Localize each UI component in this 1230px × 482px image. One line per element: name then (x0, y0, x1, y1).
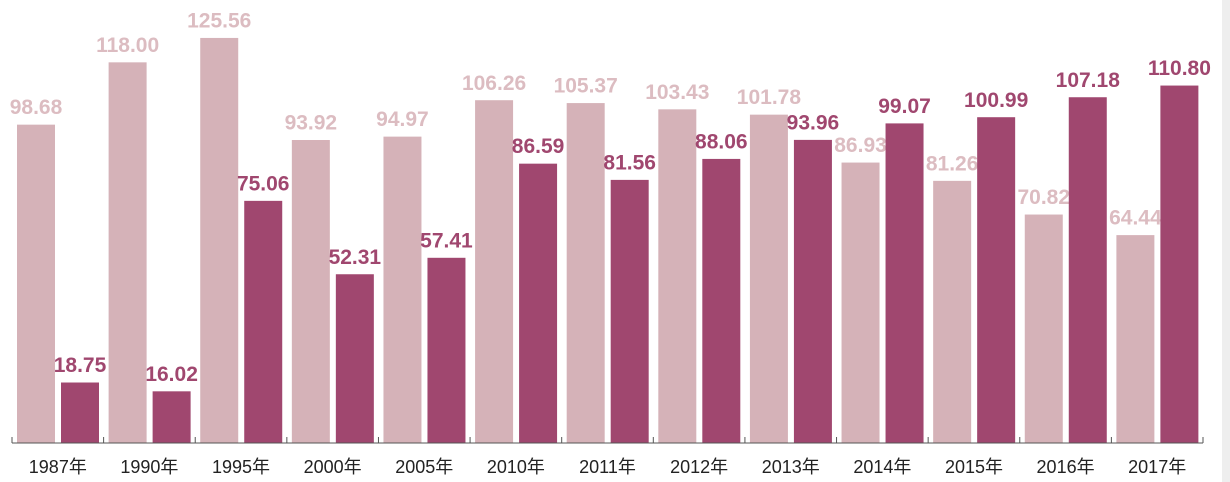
bar (977, 117, 1016, 443)
x-tick-label: 1987年 (29, 457, 87, 477)
value-label: 18.75 (54, 354, 107, 377)
bar (200, 37, 239, 443)
value-label: 52.31 (329, 246, 382, 269)
bar (1116, 235, 1155, 443)
bar (610, 179, 649, 443)
x-tick-label: 2016年 (1037, 457, 1095, 477)
bar (841, 162, 880, 443)
bar (383, 136, 422, 444)
value-label: 107.18 (1056, 69, 1121, 92)
bar (749, 114, 788, 444)
value-label: 125.56 (187, 9, 251, 32)
bar (658, 109, 697, 443)
value-label: 106.26 (462, 72, 526, 95)
x-tick-label: 2014年 (853, 457, 911, 477)
value-label: 100.99 (964, 89, 1028, 112)
bar (933, 180, 972, 444)
bar (152, 391, 191, 443)
bar (519, 163, 558, 444)
x-tick-label: 2011年 (579, 457, 636, 477)
value-label: 16.02 (145, 363, 198, 386)
bar (17, 124, 55, 443)
x-tick-label: 1995年 (212, 457, 270, 477)
value-label: 88.06 (695, 130, 748, 153)
value-label: 98.68 (10, 96, 63, 119)
x-tick-label: 2017年 (1128, 457, 1186, 477)
x-tick-label: 2012年 (670, 457, 728, 477)
value-label: 103.43 (645, 81, 709, 104)
value-label: 101.78 (737, 86, 802, 109)
value-label: 64.44 (1109, 207, 1162, 230)
edge-strip (1222, 0, 1230, 482)
bar (702, 158, 741, 443)
x-tick-label: 2005年 (395, 457, 453, 477)
value-label: 86.93 (834, 134, 887, 157)
bar (475, 100, 514, 444)
bar (1068, 97, 1107, 444)
value-label: 93.92 (285, 112, 338, 135)
value-label: 99.07 (878, 95, 931, 118)
bar (335, 274, 374, 443)
value-label: 70.82 (1017, 186, 1070, 209)
value-label: 105.37 (554, 75, 618, 98)
value-label: 57.41 (420, 229, 473, 252)
bar (885, 123, 924, 443)
bar (244, 200, 283, 443)
value-label: 94.97 (376, 108, 429, 131)
value-label: 110.80 (1148, 57, 1211, 80)
bar (566, 103, 605, 443)
x-tick-label: 2013年 (762, 457, 820, 477)
value-label: 86.59 (512, 135, 565, 158)
bar (1024, 214, 1063, 443)
bar (108, 62, 147, 443)
x-tick-label: 2000年 (304, 457, 362, 477)
x-tick-label: 2015年 (945, 457, 1003, 477)
x-tick-label: 2010年 (487, 457, 545, 477)
bar (427, 257, 466, 443)
value-label: 118.00 (96, 34, 159, 57)
value-label: 93.96 (787, 111, 840, 134)
value-label: 75.06 (237, 172, 290, 195)
bar (793, 139, 832, 443)
x-tick-label: 1990年 (120, 457, 178, 477)
value-label: 81.26 (926, 152, 979, 175)
bar (291, 140, 330, 443)
value-label: 81.56 (603, 151, 656, 174)
bar (61, 382, 99, 443)
bar (1160, 85, 1199, 443)
